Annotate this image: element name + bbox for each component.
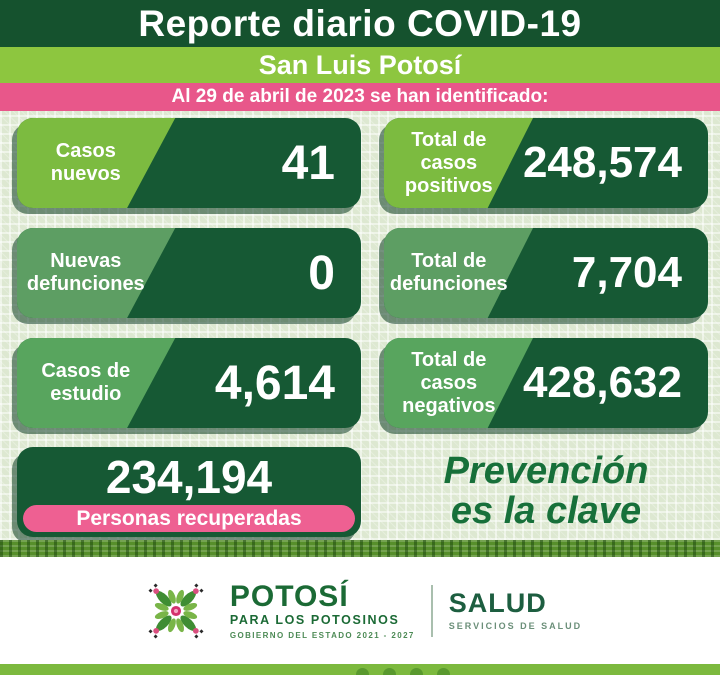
report-title: Reporte diario COVID-19 xyxy=(0,0,720,47)
potosi-logo-tagline: PARA LOS POTOSINOS xyxy=(229,613,400,628)
social-icon xyxy=(410,668,423,675)
stat-value: 0 xyxy=(308,246,335,300)
card-casos-estudio: Casos de estudio 4,614 xyxy=(17,338,361,428)
potosi-folkart-emblem-icon xyxy=(148,583,204,638)
stat-label: Casos nuevos xyxy=(50,140,121,185)
potosi-logo-name: POTOSÍ xyxy=(229,579,349,613)
card-casos-nuevos: Casos nuevos 41 xyxy=(17,118,361,208)
card-nuevas-defunciones: Nuevas defunciones 0 xyxy=(17,228,361,318)
card-total-negativos: Total de casos negativos 428,632 xyxy=(384,338,708,428)
social-icon xyxy=(356,668,369,675)
recovered-label-pill: Personas recuperadas xyxy=(23,505,355,532)
prevention-line2: es la clave xyxy=(450,490,642,532)
stat-label: Casos de estudio xyxy=(41,360,131,405)
social-icon xyxy=(437,668,450,675)
stat-label: Total de casos negativos xyxy=(402,348,496,417)
pattern-divider-strip xyxy=(0,540,720,557)
footer-logos: POTOSÍ PARA LOS POTOSINOS GOBIERNO DEL E… xyxy=(0,557,720,664)
card-total-defunciones: Total de defunciones 7,704 xyxy=(384,228,708,318)
stat-label: Total de defunciones xyxy=(389,250,508,295)
social-icons-cropped xyxy=(356,668,450,675)
prevention-message: Prevención es la clave xyxy=(384,447,708,537)
card-personas-recuperadas: 234,194 Personas recuperadas xyxy=(17,447,361,537)
stat-label: Nuevas defunciones xyxy=(26,250,145,295)
logo-divider xyxy=(430,584,433,637)
stat-value: 248,574 xyxy=(522,138,682,187)
recovered-value: 234,194 xyxy=(105,451,273,503)
bottom-strip xyxy=(0,664,720,675)
stat-value: 7,704 xyxy=(571,248,682,297)
stat-value: 428,632 xyxy=(522,358,682,407)
stat-label: Total de casos positivos xyxy=(404,128,493,197)
stat-value: 4,614 xyxy=(214,356,335,410)
state-name: San Luis Potosí xyxy=(0,47,720,83)
salud-logo-name: SALUD xyxy=(448,588,547,619)
stat-value: 41 xyxy=(281,136,335,190)
prevention-line1: Prevención xyxy=(443,450,649,493)
social-icon xyxy=(383,668,396,675)
salud-logo-tagline: SERVICIOS DE SALUD xyxy=(448,620,583,631)
card-total-positivos: Total de casos positivos 248,574 xyxy=(384,118,708,208)
salud-logo-text: SALUD SERVICIOS DE SALUD xyxy=(449,589,582,632)
potosi-logo-government: GOBIERNO DEL ESTADO 2021 - 2027 xyxy=(229,630,415,640)
potosi-logo-text: POTOSÍ PARA LOS POTOSINOS GOBIERNO DEL E… xyxy=(229,579,415,641)
date-line: Al 29 de abril de 2023 se han identifica… xyxy=(0,83,720,111)
